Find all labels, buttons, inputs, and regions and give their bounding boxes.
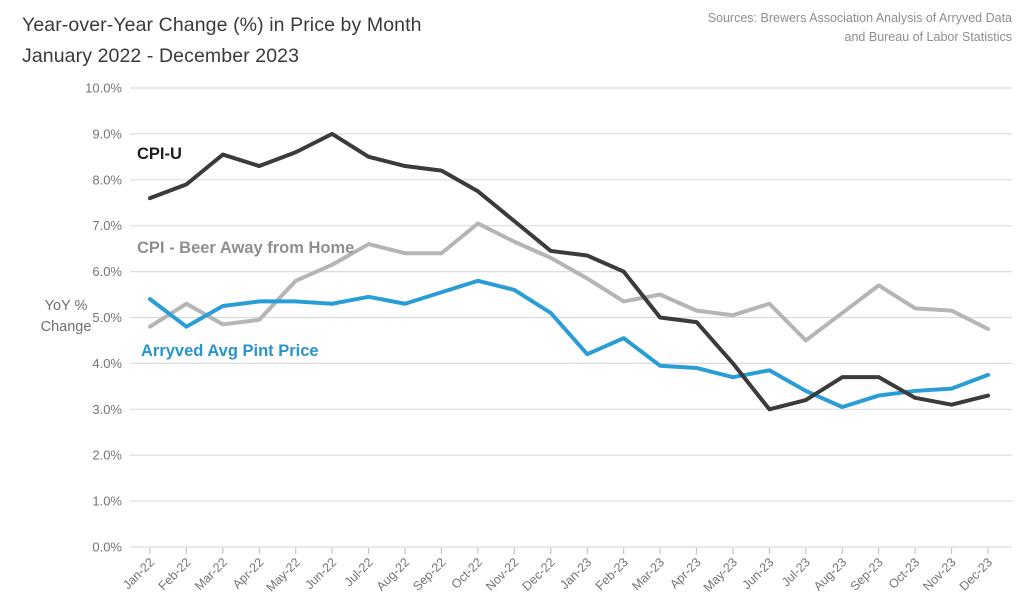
- x-tick-label: Mar-23: [629, 555, 667, 593]
- x-tick-label: Aug-23: [811, 555, 849, 593]
- x-tick-label: Apr-23: [667, 555, 703, 591]
- series-label-cpi-beer-away-from-home: CPI - Beer Away from Home: [137, 239, 354, 257]
- chart-sources-line1: Sources: Brewers Association Analysis of…: [707, 11, 1012, 25]
- series-label-arryved-avg-pint-price: Arryved Avg Pint Price: [141, 342, 319, 360]
- x-tick-label: Feb-23: [593, 555, 631, 593]
- chart-title-line2: January 2022 - December 2023: [22, 45, 300, 67]
- series-line-cpi-beer-away-from-home: [148, 221, 990, 343]
- chart-sources: Sources: Brewers Association Analysis of…: [708, 9, 1012, 47]
- x-tick-label: Jan-23: [557, 555, 594, 592]
- y-tick-label: 2.0%: [92, 448, 122, 463]
- x-tick-label: Sep-22: [410, 555, 448, 593]
- x-tick-label: May-22: [263, 555, 302, 594]
- chart-title-line1: Year-over-Year Change (%) in Price by Mo…: [22, 14, 422, 36]
- x-tick-label: Nov-22: [483, 555, 521, 593]
- x-tick-label: Dec-22: [520, 555, 558, 593]
- x-tick-label: Jun-23: [740, 555, 777, 592]
- x-tick-label: Jul-23: [779, 555, 813, 589]
- x-tick-label: Jan-22: [120, 555, 157, 592]
- y-tick-label: 3.0%: [92, 402, 122, 417]
- x-tick-label: Nov-23: [920, 555, 958, 593]
- chart-sources-line2: and Bureau of Labor Statistics: [844, 30, 1012, 44]
- y-tick-label: 9.0%: [92, 126, 122, 141]
- y-tick-label: 10.0%: [85, 81, 122, 96]
- x-tick-label: Mar-22: [192, 555, 230, 593]
- y-tick-label: 5.0%: [92, 310, 122, 325]
- x-tick-label: Feb-22: [156, 555, 194, 593]
- series-line-arryved-avg-pint-price: [148, 278, 990, 410]
- x-tick-label: Oct-23: [886, 555, 922, 591]
- x-tick-label: May-23: [701, 555, 740, 594]
- y-tick-label: 4.0%: [92, 356, 122, 371]
- y-tick-label: 6.0%: [92, 264, 122, 279]
- y-tick-label: 7.0%: [92, 218, 122, 233]
- x-tick-label: Sep-23: [847, 555, 885, 593]
- x-tick-label: Aug-22: [374, 555, 412, 593]
- series-line-cpi-u: [148, 131, 990, 412]
- series-label-cpi-u: CPI-U: [137, 145, 182, 163]
- x-tick-label: Oct-22: [449, 555, 485, 591]
- x-tick-label: Jul-22: [342, 555, 376, 589]
- x-tick-label: Jun-22: [302, 555, 339, 592]
- y-tick-label: 1.0%: [92, 494, 122, 509]
- x-tick-label: Dec-23: [957, 555, 995, 593]
- y-tick-label: 0.0%: [92, 540, 122, 555]
- x-tick-label: Apr-22: [230, 555, 266, 591]
- y-axis-label: YoY % Change: [40, 298, 92, 335]
- y-tick-label: 8.0%: [92, 172, 122, 187]
- chart-title: Year-over-Year Change (%) in Price by Mo…: [22, 10, 422, 72]
